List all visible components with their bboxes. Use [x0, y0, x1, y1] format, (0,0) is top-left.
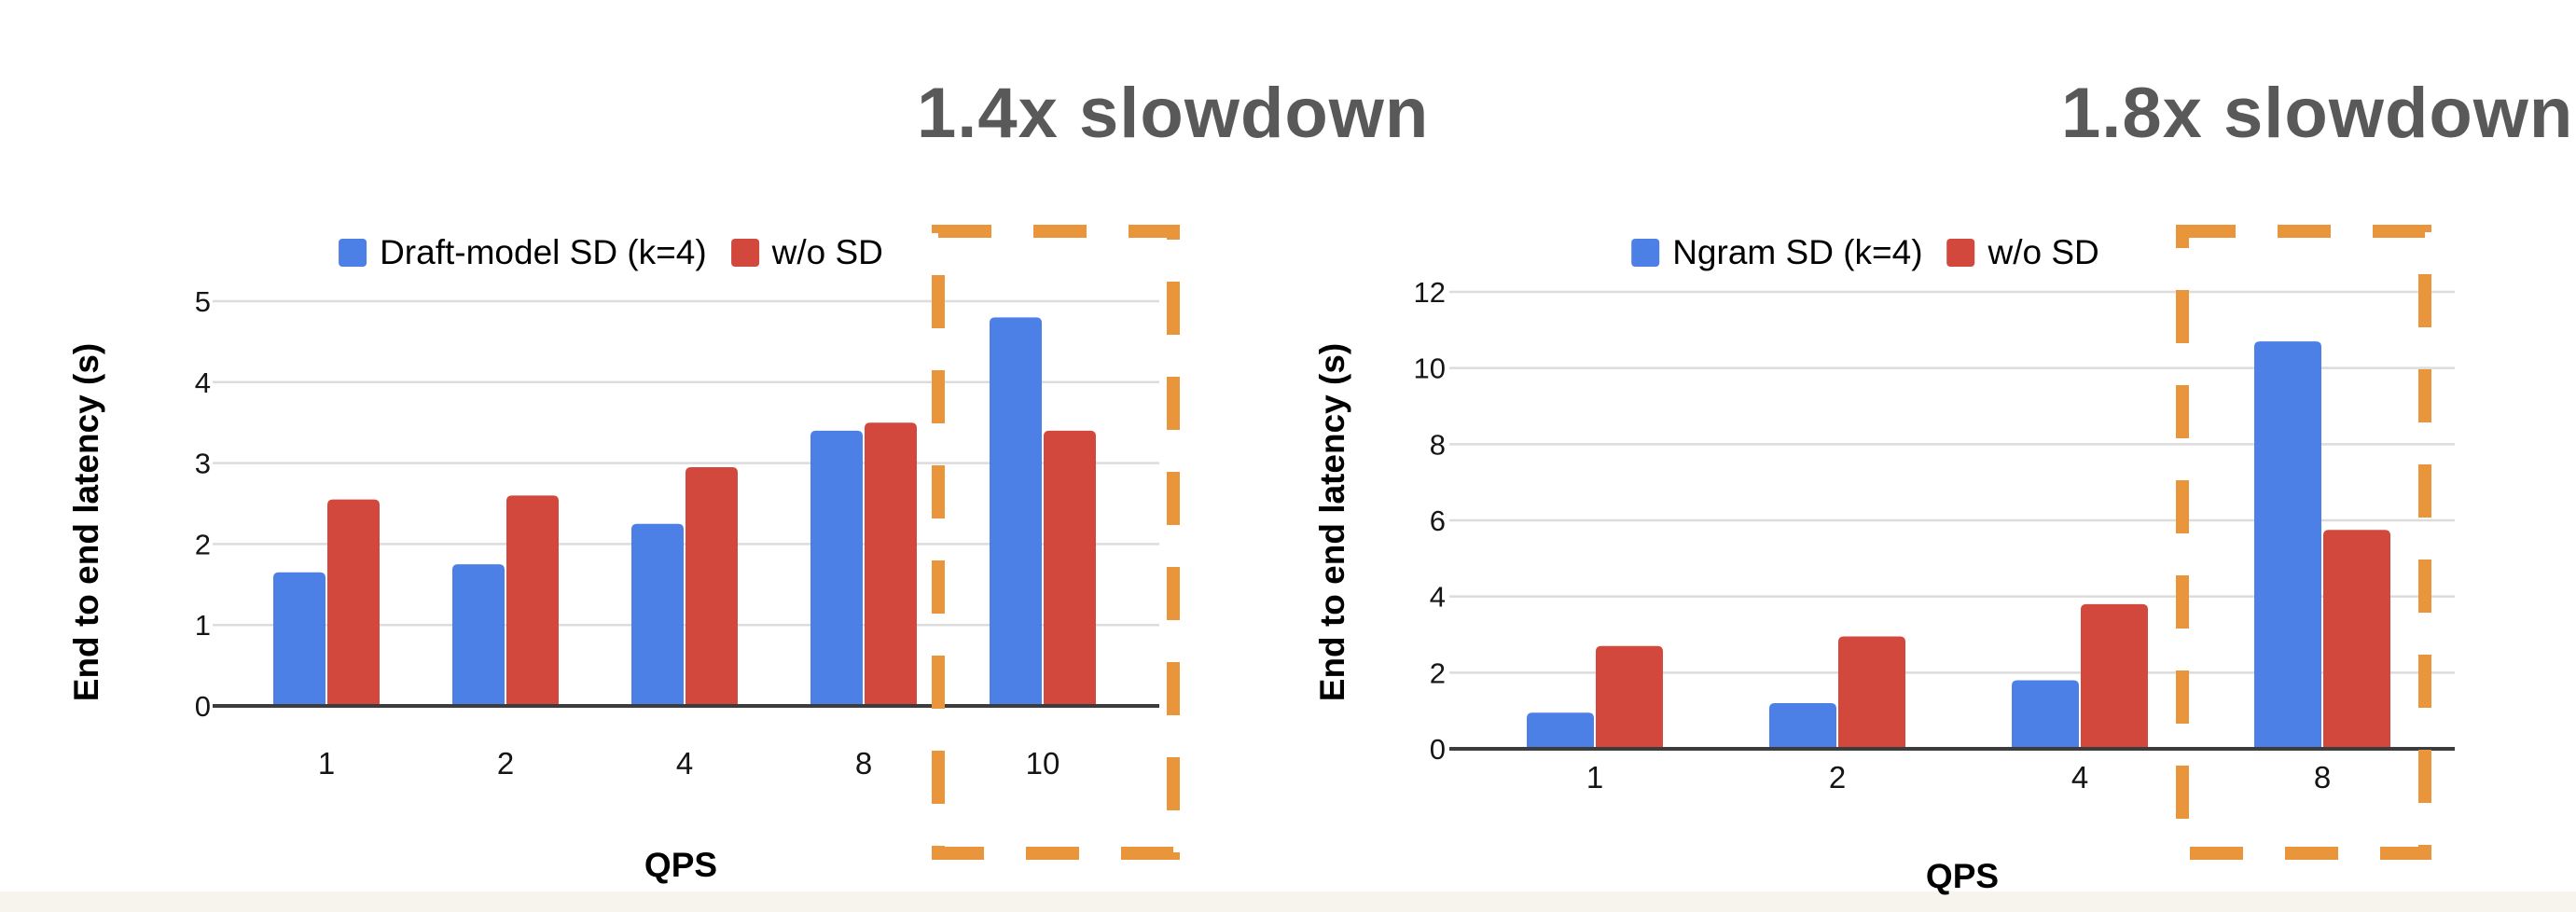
x-tick-label: 2: [1829, 760, 1846, 795]
legend-draft-model-sd: Draft-model SD (k=4) w/o SD: [339, 233, 883, 272]
bar-wo-sd-qps-2: [506, 495, 559, 706]
bar-wo-sd-qps-2: [1838, 636, 1905, 749]
x-tick-label: 8: [2314, 760, 2331, 795]
legend-label: Draft-model SD (k=4): [380, 233, 707, 271]
y-tick-label: 2: [195, 528, 211, 560]
x-tick-label: 8: [855, 746, 872, 781]
bar-sd-qps-2: [1769, 703, 1836, 749]
y-tick-label: 3: [195, 448, 211, 480]
bar-sd-qps-1: [1527, 712, 1594, 749]
y-axis-title: End to end latency (s): [67, 343, 105, 701]
legend-label: Ngram SD (k=4): [1672, 233, 1923, 271]
bar-wo-sd-qps-8: [2323, 530, 2390, 749]
y-tick-label: 6: [1430, 504, 1446, 537]
bar-wo-sd-qps-1: [1596, 645, 1663, 749]
bar-wo-sd-qps-4: [2081, 603, 2148, 749]
legend-swatch-icon: [1946, 239, 1975, 267]
x-tick-label: 2: [497, 746, 514, 781]
legend-label: w/o SD: [1987, 233, 2099, 271]
y-tick-label: 0: [195, 690, 211, 723]
bar-sd-qps-10: [990, 317, 1042, 706]
y-tick-label: 8: [1430, 428, 1446, 461]
y-tick-label: 2: [1430, 656, 1446, 689]
x-axis-title: QPS: [1926, 857, 1999, 895]
bar-sd-qps-1: [273, 572, 325, 706]
x-tick-label: 1: [1586, 760, 1603, 795]
highlight-box-qps-8: [2176, 225, 2431, 860]
annotation-right-slowdown: 1.8x slowdown: [2061, 74, 2574, 153]
slide-footer-strip: [0, 891, 2576, 912]
bar-sd-qps-8: [2254, 341, 2321, 749]
y-tick-label: 4: [1430, 581, 1446, 614]
legend-swatch-icon: [339, 239, 367, 267]
bar-wo-sd-qps-1: [327, 499, 380, 706]
y-tick-label: 1: [195, 609, 211, 642]
y-tick-label: 0: [1430, 733, 1446, 766]
y-tick-label: 4: [195, 366, 211, 399]
bar-wo-sd-qps-10: [1044, 430, 1096, 706]
annotation-left-slowdown: 1.4x slowdown: [917, 74, 1430, 153]
y-axis-title: End to end latency (s): [1313, 343, 1351, 701]
x-tick-label: 10: [1026, 746, 1060, 781]
y-tick-label: 12: [1414, 276, 1446, 309]
legend-swatch-icon: [1631, 239, 1660, 267]
x-tick-label: 4: [2071, 760, 2088, 795]
bar-wo-sd-qps-8: [865, 422, 917, 706]
legend-item-sd: Ngram SD (k=4): [1631, 233, 1923, 272]
legend-swatch-icon: [730, 239, 759, 267]
bar-sd-qps-4: [631, 523, 684, 706]
x-axis-title: QPS: [644, 846, 717, 884]
highlight-box-qps-10: [932, 225, 1180, 860]
bar-wo-sd-qps-4: [686, 466, 738, 706]
bar-sd-qps-8: [810, 430, 863, 706]
chart-draft-model-sd: 1 2 4 8 10 0 1 2 3 4 5 End to end latency (s) QPS: [67, 225, 1180, 884]
legend-ngram-sd: Ngram SD (k=4) w/o SD: [1631, 233, 2099, 272]
y-tick-label: 10: [1414, 352, 1446, 385]
legend-item-wo-sd: w/o SD: [730, 233, 883, 272]
y-tick-label: 5: [195, 285, 211, 318]
bar-sd-qps-4: [2012, 680, 2079, 749]
legend-item-sd: Draft-model SD (k=4): [339, 233, 707, 272]
legend-label: w/o SD: [771, 233, 883, 271]
bar-sd-qps-2: [452, 564, 505, 706]
legend-item-wo-sd: w/o SD: [1946, 233, 2099, 272]
x-tick-label: 4: [676, 746, 693, 781]
x-tick-label: 1: [318, 746, 335, 781]
